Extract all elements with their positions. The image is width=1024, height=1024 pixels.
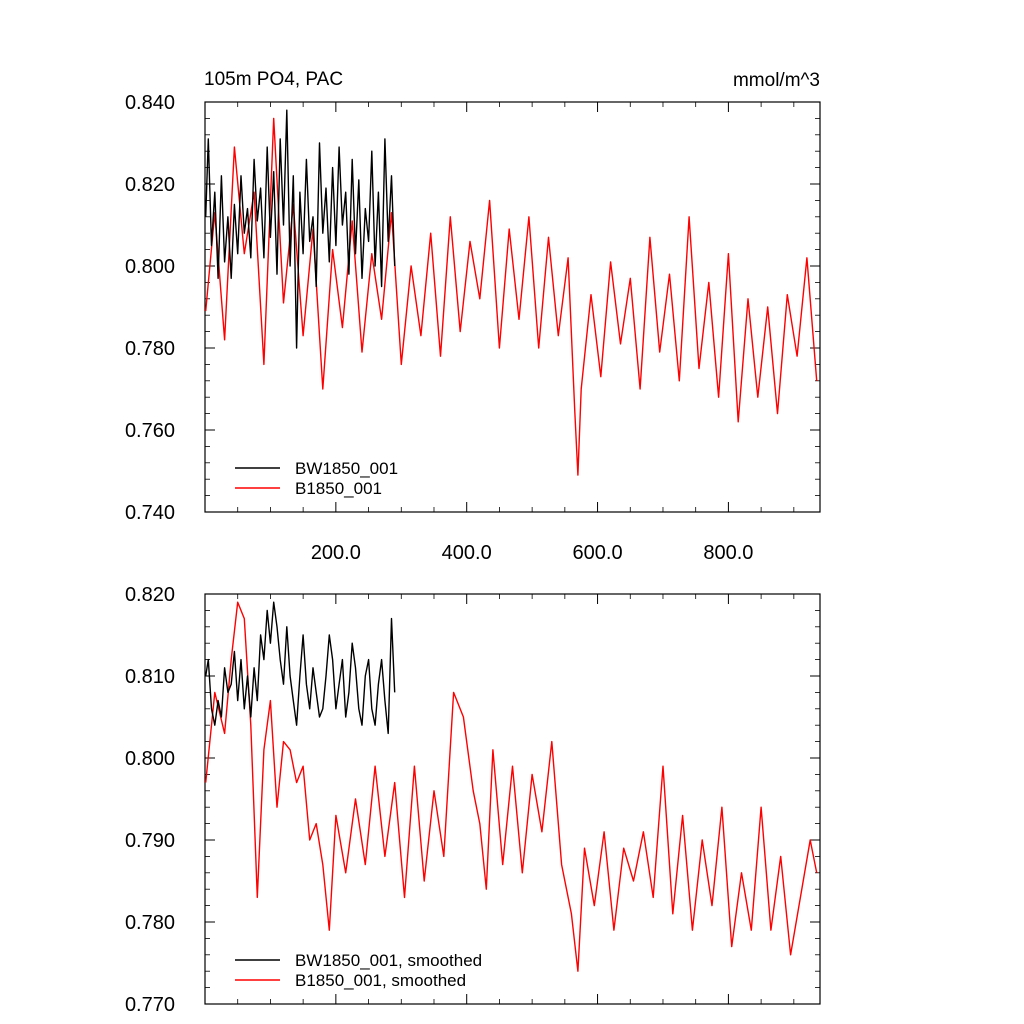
chart-title: 105m PO4, PAC — [204, 69, 343, 90]
series-line-0 — [205, 109, 396, 349]
y-axis: 0.740 0.760 0.780 0.800 0.820 0.840 — [125, 92, 820, 524]
top-panel: 105m PO4, PAC mmol/m^3 0.7400.7600.7800.… — [125, 69, 821, 564]
series-group — [205, 601, 818, 972]
y-tick-label: 0.770 — [125, 994, 175, 1016]
x-tick-label: 400.0 — [442, 542, 492, 564]
y-tick-label: 0.800 — [125, 748, 175, 770]
y-tick-label: 0.800 — [125, 256, 175, 278]
bottom-panel: 0.770 0.780 0.790 0.800 0.810 0.820 BW1850_00… — [125, 584, 821, 1016]
x-tick-label: 600.0 — [573, 542, 623, 564]
y-tick-label: 0.760 — [125, 420, 175, 442]
y-tick-label: 0.780 — [125, 912, 175, 934]
y-tick-label: 0.790 — [125, 830, 175, 852]
series-line-0 — [205, 601, 396, 735]
legend-label: B1850_001, smoothed — [295, 971, 466, 990]
y-tick-label: 0.780 — [125, 338, 175, 360]
y-axis: 0.770 0.780 0.790 0.800 0.810 0.820 — [125, 584, 820, 1016]
series-line-1 — [205, 601, 818, 972]
x-tick-label: 200.0 — [311, 542, 361, 564]
y-tick-label: 0.820 — [125, 174, 175, 196]
legend-label: BW1850_001 — [295, 459, 398, 478]
y-tick-label: 0.840 — [125, 92, 175, 114]
y-tick-label: 0.820 — [125, 584, 175, 606]
series-group — [205, 109, 818, 476]
x-axis: 200.0 400.0 600.0 800.0 — [237, 102, 795, 564]
series-line-1 — [205, 117, 818, 476]
legend-label: B1850_001 — [295, 479, 382, 498]
x-axis — [237, 594, 795, 1004]
x-tick-label: 800.0 — [703, 542, 753, 564]
y-tick-label: 0.810 — [125, 666, 175, 688]
legend-label: BW1850_001, smoothed — [295, 951, 482, 970]
y-tick-label: 0.740 — [125, 502, 175, 524]
chart-units: mmol/m^3 — [733, 70, 820, 91]
plot-frame — [204, 593, 821, 1005]
plot-frame — [204, 101, 821, 513]
